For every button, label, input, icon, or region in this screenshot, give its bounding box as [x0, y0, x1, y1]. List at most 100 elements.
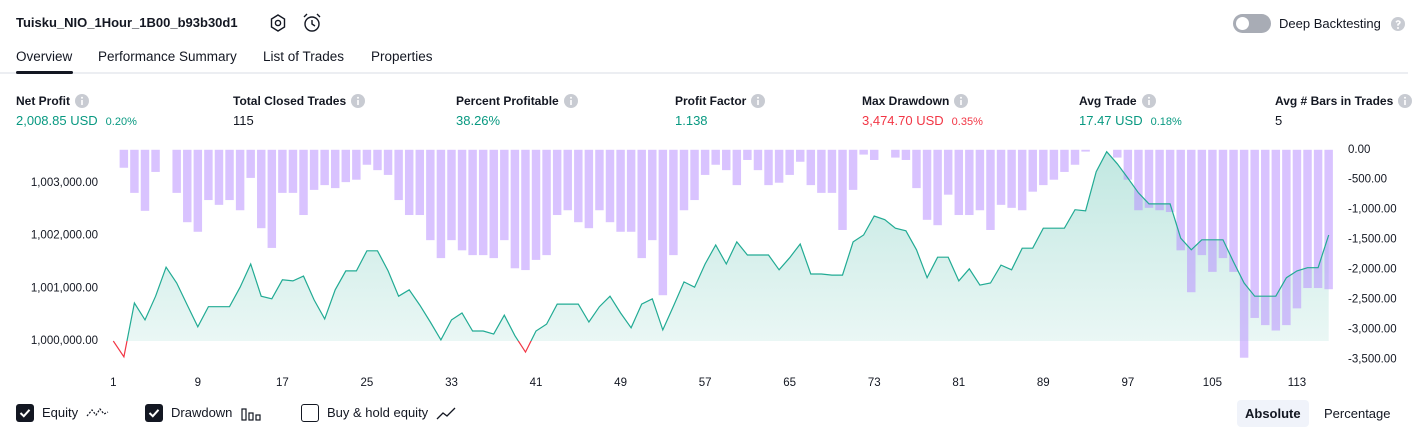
stat-label: Max Drawdown	[862, 94, 950, 108]
equity-area	[126, 151, 1329, 341]
info-icon[interactable]	[1398, 94, 1412, 108]
x-tick-label: 97	[1121, 377, 1134, 389]
drawdown-bar	[1218, 149, 1228, 259]
drawdown-bar	[436, 149, 446, 259]
drawdown-bar	[299, 149, 308, 216]
stat-number: 2,008.85 USD	[16, 113, 98, 128]
drawdown-bar	[204, 149, 213, 201]
legend-label[interactable]: Buy & hold equity	[327, 405, 429, 420]
stat-number: 3,474.70 USD	[862, 113, 944, 128]
drawdown-bar	[235, 149, 245, 211]
drawdown-bar	[806, 149, 816, 186]
scale-button[interactable]: Percentage	[1324, 406, 1391, 421]
legend-checkbox[interactable]	[16, 404, 34, 422]
info-icon[interactable]	[751, 94, 765, 108]
alert-icon[interactable]	[301, 12, 323, 34]
drawdown-bar	[246, 149, 255, 178]
drawdown-bar	[214, 149, 224, 205]
x-tick-label: 65	[783, 377, 796, 389]
x-tick-label: 105	[1203, 377, 1222, 389]
strategy-title: Tuisku_NIO_1Hour_1B00_b93b30d1	[16, 15, 238, 30]
tab[interactable]: Properties	[371, 49, 433, 64]
stat-percent: 0.18%	[1150, 116, 1182, 128]
help-icon[interactable]	[1390, 16, 1406, 32]
x-tick-label: 1	[110, 377, 116, 389]
x-tick-label: 81	[952, 377, 965, 389]
drawdown-bar	[489, 149, 498, 259]
drawdown-bar	[1028, 149, 1037, 192]
drawdown-bar	[278, 149, 287, 193]
x-tick-label: 89	[1037, 377, 1050, 389]
drawdown-bar	[912, 149, 921, 189]
drawdown-bar	[309, 149, 319, 190]
legend-checkbox[interactable]	[145, 404, 163, 422]
drawdown-bar	[151, 149, 160, 172]
drawdown-bar	[500, 149, 509, 241]
deep-backtesting-toggle[interactable]	[1233, 14, 1271, 33]
legend-checkbox[interactable]	[301, 404, 319, 422]
drawdown-bar	[510, 149, 520, 269]
drawdown-bar	[426, 149, 435, 241]
drawdown-bar	[1134, 149, 1143, 211]
stat-value: 5	[1275, 113, 1282, 128]
drawdown-bar	[732, 149, 742, 186]
drawdown-bar	[1123, 149, 1133, 180]
y2-tick-label: -2,500.00	[1348, 293, 1397, 305]
drawdown-bar	[891, 149, 900, 158]
stat-number: 1.138	[675, 113, 708, 128]
drawdown-bar	[1113, 149, 1122, 158]
drawdown-bar	[869, 149, 879, 160]
x-tick-label: 17	[276, 377, 289, 389]
drawdown-bar	[225, 149, 234, 201]
drawdown-bar	[1144, 149, 1154, 208]
info-icon[interactable]	[75, 94, 89, 108]
drawdown-bar	[753, 149, 763, 171]
drawdown-bar	[1261, 149, 1270, 326]
y2-tick-label: -1,000.00	[1348, 204, 1397, 216]
drawdown-bar	[669, 149, 678, 256]
stat-number: 5	[1275, 113, 1283, 128]
drawdown-bar	[764, 149, 773, 186]
stat-value: 115	[233, 113, 254, 128]
tab[interactable]: Overview	[16, 49, 73, 64]
drawdown-bar	[468, 149, 477, 256]
stat-percent: 0.20%	[105, 116, 137, 128]
drawdown-bar	[658, 149, 668, 296]
stat-percent: 0.35%	[951, 116, 983, 128]
y-tick-label: 1,001,000.00	[31, 282, 98, 294]
legend-label[interactable]: Equity	[42, 405, 79, 420]
drawdown-bar	[341, 149, 351, 183]
drawdown-bar	[457, 149, 467, 251]
drawdown-bar	[1060, 149, 1069, 172]
x-tick-label: 33	[445, 377, 458, 389]
info-icon[interactable]	[954, 94, 968, 108]
drawdown-bar	[827, 149, 837, 193]
info-icon[interactable]	[564, 94, 578, 108]
drawdown-bar	[859, 149, 868, 155]
drawdown-bar	[1187, 149, 1196, 293]
drawdown-bar	[996, 149, 1006, 205]
drawdown-bar	[130, 149, 139, 193]
drawdown-bar	[172, 149, 181, 193]
legend-icon	[436, 407, 456, 420]
tab[interactable]: List of Trades	[263, 49, 345, 64]
scale-button[interactable]: Absolute	[1237, 400, 1309, 427]
stat-label: Profit Factor	[675, 94, 747, 108]
legend-label[interactable]: Drawdown	[171, 405, 233, 420]
tab[interactable]: Performance Summary	[98, 49, 237, 64]
info-icon[interactable]	[1142, 94, 1156, 108]
drawdown-bar	[1292, 149, 1302, 309]
drawdown-bar	[352, 149, 361, 180]
drawdown-bar	[975, 149, 985, 211]
drawdown-bar	[288, 149, 298, 193]
drawdown-bar	[394, 149, 403, 201]
drawdown-bar	[1271, 149, 1281, 331]
drawdown-bar	[817, 149, 826, 193]
drawdown-bar	[1229, 149, 1238, 272]
settings-icon[interactable]	[268, 13, 288, 33]
drawdown-bar	[774, 149, 784, 183]
x-tick-label: 41	[530, 377, 543, 389]
drawdown-bar	[848, 149, 858, 190]
info-icon[interactable]	[351, 94, 365, 108]
